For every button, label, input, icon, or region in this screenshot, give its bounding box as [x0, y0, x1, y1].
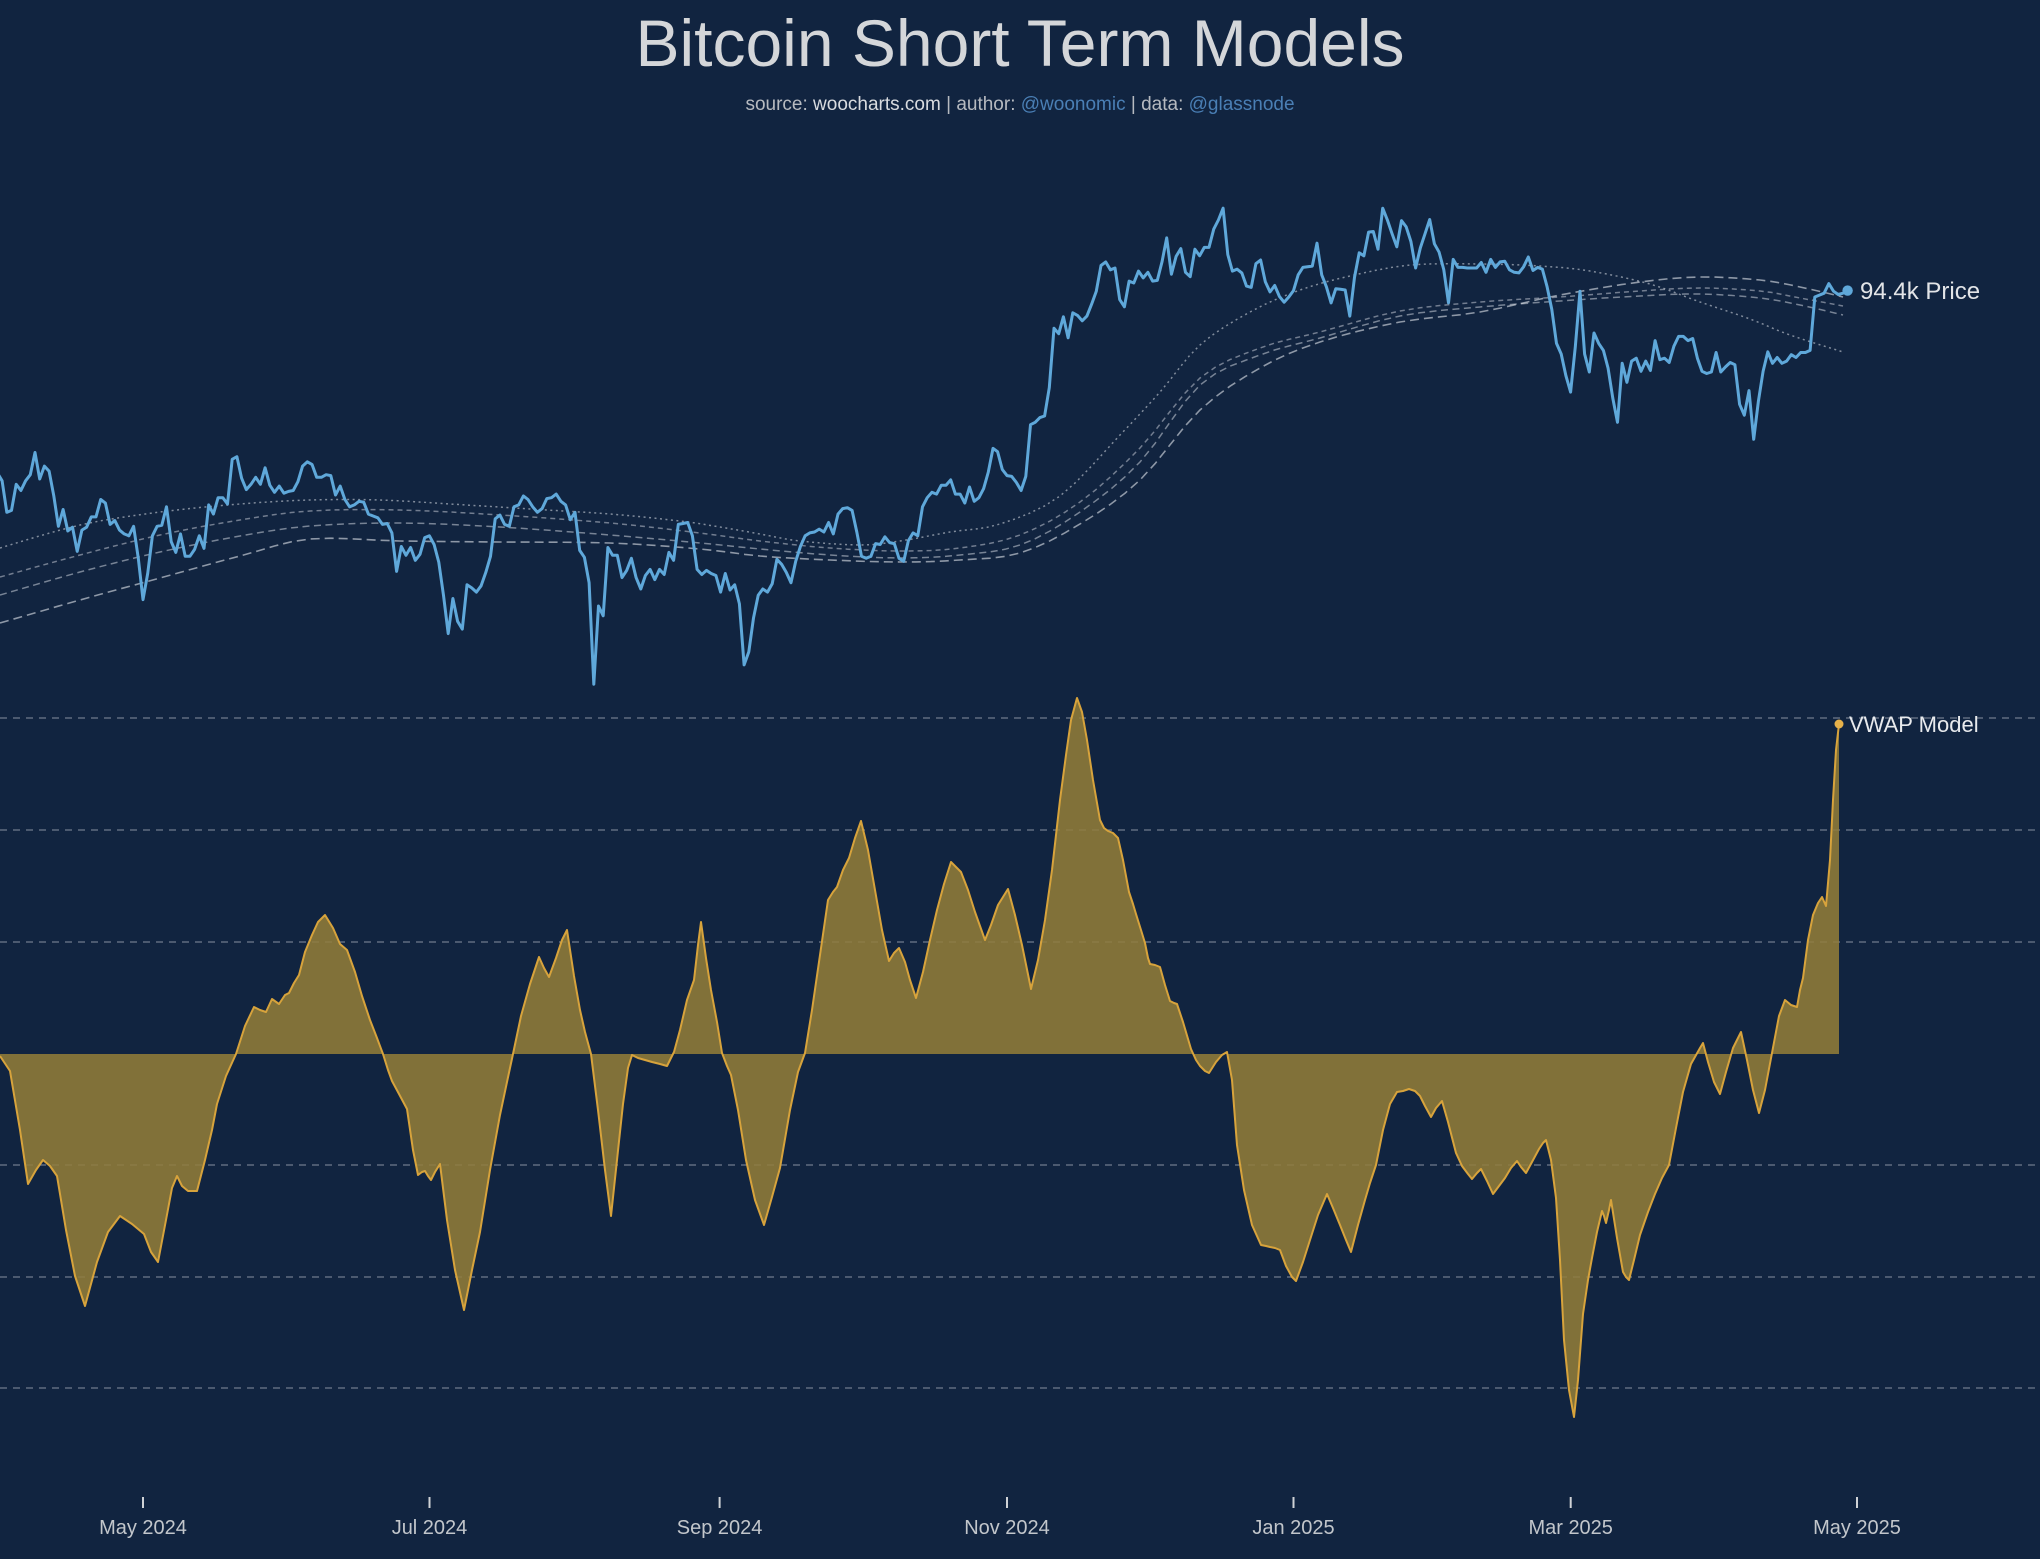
svg-text:Jul 2024: Jul 2024: [392, 1517, 468, 1539]
svg-text:Bitcoin Short Term Models: Bitcoin Short Term Models: [635, 6, 1404, 80]
svg-text:Sep 2024: Sep 2024: [677, 1517, 763, 1539]
svg-text:Nov 2024: Nov 2024: [964, 1517, 1050, 1539]
svg-text:VWAP Model: VWAP Model: [1849, 712, 1979, 737]
svg-text:May 2025: May 2025: [1813, 1517, 1901, 1539]
svg-text:May 2024: May 2024: [99, 1517, 187, 1539]
svg-text:Jan 2025: Jan 2025: [1252, 1517, 1334, 1539]
svg-text:source: woocharts.com | author: source: woocharts.com | author: @woonomi…: [745, 94, 1294, 115]
svg-text:Mar 2025: Mar 2025: [1528, 1517, 1613, 1539]
svg-text:94.4k Price: 94.4k Price: [1860, 278, 1980, 305]
